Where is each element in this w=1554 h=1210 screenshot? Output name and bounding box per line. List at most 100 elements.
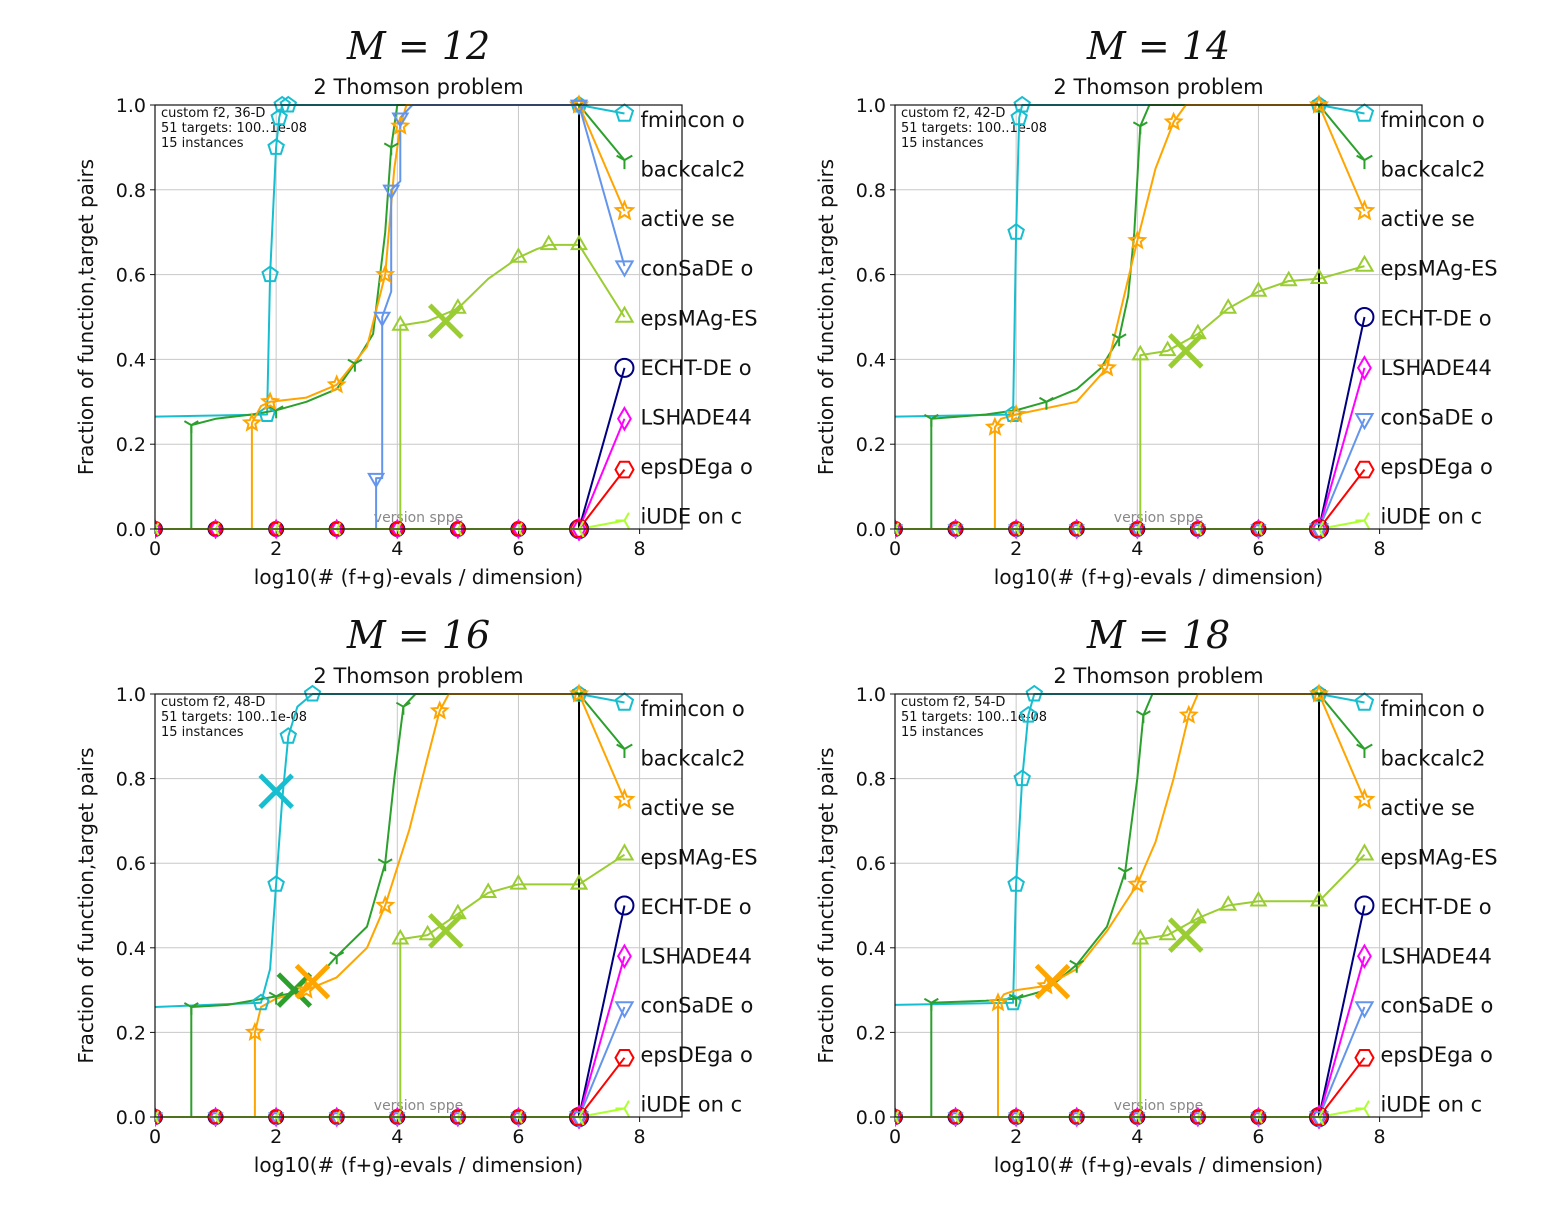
legend-label-active-se: active se <box>1380 207 1474 231</box>
marker-epsmag-es <box>1131 928 1150 945</box>
x-tick-label: 2 <box>270 538 282 560</box>
legend-label-backcalc2: backcalc2 <box>640 746 745 770</box>
version-text: version sppe <box>374 510 463 526</box>
marker-fmincon-o <box>258 405 276 422</box>
info-text: 15 instances <box>161 725 244 740</box>
legend-marker-iude-on-c <box>615 512 630 529</box>
legend-label-iude-on-c: iUDE on c <box>640 505 742 529</box>
x-tick-label: 8 <box>1374 1126 1386 1148</box>
x-tick-label: 8 <box>1374 538 1386 560</box>
marker-consade-o <box>268 1112 285 1127</box>
marker-fmincon-o <box>267 138 285 155</box>
series-line-fmincon-o <box>155 104 625 418</box>
marker-active-se <box>1308 94 1330 114</box>
x-tick-label: 2 <box>1010 538 1022 560</box>
legend-label-iude-on-c: iUDE on c <box>1380 1093 1482 1117</box>
y-tick-label: 0.4 <box>116 938 146 960</box>
legend-marker-active-se <box>1353 199 1376 221</box>
marker-epsmag-es <box>391 315 410 331</box>
marker-backcalc2 <box>1117 866 1133 880</box>
marker-consade-o <box>895 524 904 539</box>
marker-epsmag-es <box>1158 924 1177 941</box>
y-tick-label: 0.2 <box>856 1022 886 1044</box>
marker-epsmag-es <box>1309 268 1329 284</box>
legend-marker-fmincon-o <box>614 103 635 122</box>
series-line-fmincon-o <box>895 693 1365 1006</box>
series-line-backcalc2 <box>190 104 626 529</box>
legend-label-echt-de-o: ECHT-DE o <box>640 895 751 919</box>
marker-lshade44 <box>270 518 283 540</box>
marker-active-se <box>244 1021 266 1042</box>
marker-consade-o <box>382 184 401 201</box>
marker-active-se <box>1163 111 1184 131</box>
marker-backcalc2 <box>1008 993 1024 1007</box>
legend-label-epsdega-o: epsDEga o <box>1380 1043 1492 1067</box>
legend-label-backcalc2: backcalc2 <box>640 158 745 182</box>
legend-label-consade-o: conSaDE o <box>640 994 753 1018</box>
marker-consade-o <box>155 1112 164 1127</box>
marker-active-se <box>429 700 450 720</box>
x-tick-label: 2 <box>1010 1126 1022 1148</box>
series-line-backcalc2 <box>930 104 1366 529</box>
legend-label-epsmag-es: epsMAg-ES <box>640 306 757 330</box>
legend-label-epsdega-o: epsDEga o <box>640 1043 752 1067</box>
marker-fmincon-o <box>252 993 270 1011</box>
axes-frame <box>154 693 683 1118</box>
marker-consade-o <box>389 1112 406 1127</box>
y-tick-label: 0.0 <box>116 1107 146 1129</box>
marker-epsmag-es <box>1219 895 1238 911</box>
marker-consade-o <box>1129 524 1146 539</box>
plot-title: 2 Thomson problem <box>313 75 523 99</box>
x-tick-label: 4 <box>1131 538 1143 560</box>
series-group <box>155 94 626 541</box>
info-text: 51 targets: 100..1e-08 <box>161 710 307 725</box>
marker-active-se <box>260 391 281 411</box>
marker-active-se <box>984 416 1006 436</box>
y-tick-label: 0.8 <box>856 769 886 791</box>
marker-consade-o <box>1309 523 1329 541</box>
legend-label-epsdega-o: epsDEga o <box>640 455 752 479</box>
marker-active-se <box>1127 873 1148 893</box>
legend-marker-epsmag-es <box>1354 843 1375 861</box>
x-tick-label: 6 <box>512 1126 524 1148</box>
marker-fmincon-o <box>279 727 298 744</box>
marker-backcalc2 <box>923 413 939 427</box>
cross-marker-epsmag-es <box>427 913 464 949</box>
marker-epsdega-o <box>895 1109 904 1125</box>
legend-marker-consade-o <box>614 1001 635 1019</box>
legend-marker-echt-de-o <box>1354 307 1375 327</box>
marker-consade-o <box>1068 1112 1085 1127</box>
legend-marker-fmincon-o <box>1354 103 1375 122</box>
marker-consade-o <box>367 472 386 489</box>
version-text: version sppe <box>1114 510 1203 526</box>
marker-backcalc2 <box>183 1002 199 1016</box>
info-text: 51 targets: 100..1e-08 <box>901 121 1047 136</box>
panel-title: M = 14 <box>1086 24 1230 68</box>
y-axis-label: Fraction of function,target pairs <box>814 159 838 475</box>
marker-backcalc2 <box>268 405 284 419</box>
version-text: version sppe <box>374 1098 463 1114</box>
marker-epsmag-es <box>1279 270 1298 287</box>
legend-marker-consade-o <box>1354 413 1375 431</box>
marker-epsmag-es <box>391 928 410 945</box>
info-text: custom f2, 36-D <box>161 106 265 121</box>
legend-label-epsdega-o: epsDEga o <box>1380 455 1492 479</box>
legend-marker-epsdega-o <box>614 1049 635 1067</box>
y-tick-label: 1.0 <box>856 684 886 706</box>
y-tick-label: 0.4 <box>116 349 146 371</box>
series-line-fmincon-o <box>895 104 1365 418</box>
legend-marker-active-se <box>613 199 636 221</box>
legend-marker-backcalc2 <box>1356 743 1373 758</box>
cross-marker-backcalc2 <box>276 972 313 1008</box>
axes-frame <box>894 693 1423 1118</box>
marker-lshade44 <box>209 518 222 540</box>
x-tick-label: 6 <box>512 538 524 560</box>
marker-consade-o <box>1250 524 1267 539</box>
legend-marker-iude-on-c <box>1355 1100 1370 1117</box>
marker-consade-o <box>391 112 410 129</box>
panel-title: M = 16 <box>346 613 490 657</box>
y-tick-label: 0.8 <box>116 769 146 791</box>
series-line-active-se <box>253 693 626 1117</box>
y-tick-label: 0.6 <box>856 265 886 287</box>
x-tick-label: 8 <box>634 538 646 560</box>
